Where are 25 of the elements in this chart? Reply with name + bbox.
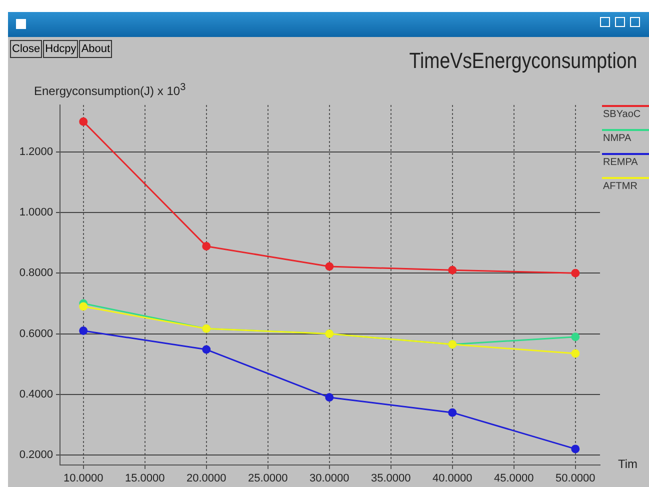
x-tick-label: 45.0000 xyxy=(494,472,534,485)
y-tick-label: 1.0000 xyxy=(19,206,53,219)
x-tick-label: 10.0000 xyxy=(63,472,104,485)
legend-label: REMPA xyxy=(603,156,638,168)
legend-label: SBYaoC xyxy=(603,108,641,120)
x-tick-label: 20.0000 xyxy=(186,472,226,485)
legend-label: NMPA xyxy=(603,132,632,144)
x-tick-label: 40.0000 xyxy=(432,472,472,485)
text: About xyxy=(79,40,112,58)
x-tick-label: 35.0000 xyxy=(371,472,411,485)
y-axis-title: Energyconsumption(J) x 10$^{3}$ xyxy=(34,82,186,98)
x-tick-label: 50.0000 xyxy=(556,472,596,485)
text: Hdcpy xyxy=(43,40,78,58)
y-tick-label: 0.8000 xyxy=(19,267,53,280)
x-tick-label: 15.0000 xyxy=(124,472,165,485)
y-tick-label: 1.2000 xyxy=(19,146,53,158)
y-tick-label: 0.6000 xyxy=(19,328,53,340)
y-tick-label: 0.2000 xyxy=(19,449,53,462)
chart-title: TimeVsEnergyconsumption xyxy=(409,48,637,74)
text: Close xyxy=(10,40,42,58)
x-tick-label: 25.0000 xyxy=(248,472,288,485)
x-axis-title: Tim xyxy=(618,457,638,471)
y-tick-label: 0.4000 xyxy=(19,388,53,400)
x-tick-label: 30.0000 xyxy=(310,472,350,485)
legend-label: AFTMR xyxy=(603,180,638,192)
